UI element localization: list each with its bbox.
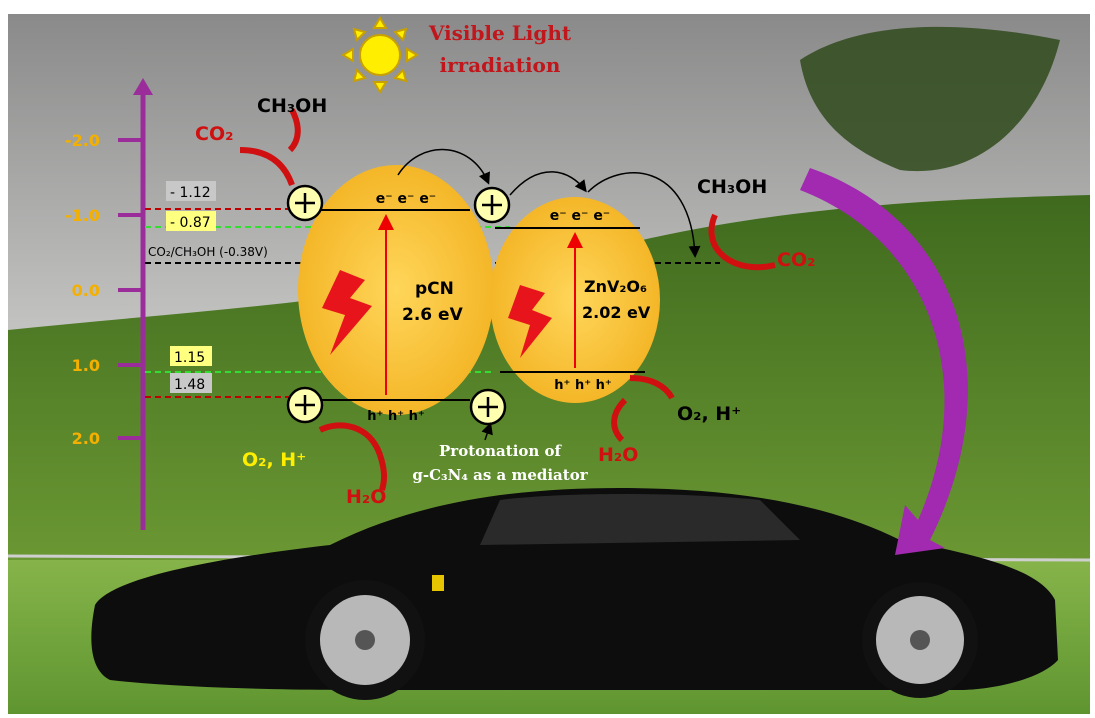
mediator-label: Protonation of <box>439 442 563 460</box>
level-label: CO₂/CH₃OH (-0.38V) <box>148 245 268 259</box>
light-label: irradiation <box>440 53 561 77</box>
mediator-label: g-C₃N₄ as a mediator <box>412 466 588 484</box>
diagram: Visible Light irradiation -2.0 -1.0 0.0 … <box>0 0 1095 718</box>
product: O₂, H⁺ <box>677 403 741 425</box>
axis-tick-label: 1.0 <box>72 356 100 375</box>
semiconductor-name: ZnV₂O₆ <box>584 277 647 296</box>
axis-tick-label: 2.0 <box>72 429 100 448</box>
band-gap: 2.6 eV <box>402 305 464 325</box>
electrons: e⁻ e⁻ e⁻ <box>376 191 436 207</box>
reactant: H₂O <box>598 444 638 466</box>
page: Visible Light irradiation -2.0 -1.0 0.0 … <box>0 0 1095 718</box>
level-label: 1.15 <box>174 350 205 366</box>
level-label: - 0.87 <box>170 215 211 231</box>
product: O₂, H⁺ <box>242 449 306 471</box>
axis-tick-label: -2.0 <box>65 131 100 150</box>
band-gap: 2.02 eV <box>582 303 651 322</box>
axis-tick-label: 0.0 <box>72 281 100 300</box>
electrons: e⁻ e⁻ e⁻ <box>550 208 610 224</box>
semiconductor-name: pCN <box>415 279 454 299</box>
level-label: - 1.12 <box>170 185 211 201</box>
light-label: Visible Light <box>428 21 572 45</box>
reactant: CO₂ <box>195 123 233 145</box>
holes: h⁺ h⁺ h⁺ <box>367 409 424 424</box>
level-label: 1.48 <box>174 377 205 393</box>
reactant: H₂O <box>346 486 386 508</box>
axis-tick-label: -1.0 <box>65 206 100 225</box>
product: CH₃OH <box>697 176 767 198</box>
reactant: CO₂ <box>777 249 815 271</box>
holes: h⁺ h⁺ h⁺ <box>554 378 611 393</box>
product: CH₃OH <box>257 95 327 117</box>
